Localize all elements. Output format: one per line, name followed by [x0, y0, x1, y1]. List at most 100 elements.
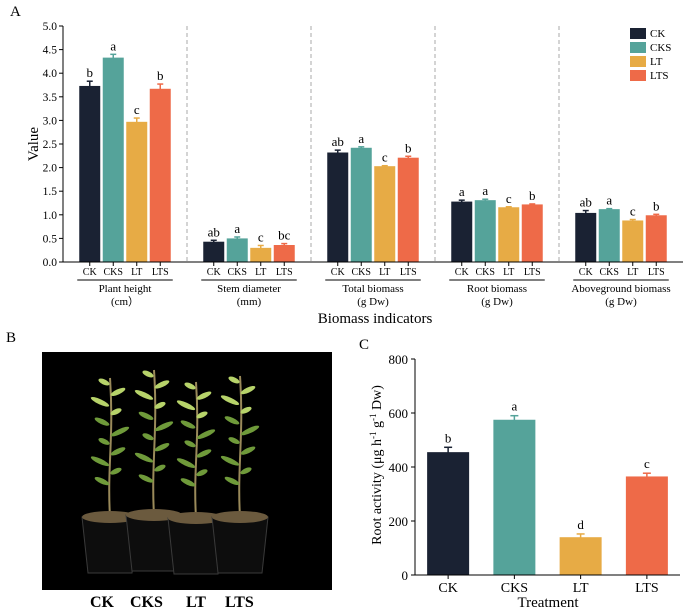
chart-a-dividers — [186, 26, 560, 262]
significance-letter: a — [110, 38, 116, 53]
significance-letter: c — [506, 191, 512, 206]
legend-label-lts: LTS — [650, 70, 669, 82]
group-label-unit: (cm） — [111, 295, 139, 308]
y-tick-label: 200 — [389, 514, 409, 529]
significance-letter: c — [630, 204, 636, 219]
plant-leaf — [110, 426, 130, 437]
y-tick-label: 2.5 — [43, 139, 58, 151]
photo-label-cks: CKS — [130, 594, 163, 611]
plant-leaf — [240, 406, 252, 414]
y-tick-label: 3.0 — [43, 115, 58, 127]
x-tick-label: CKS — [476, 267, 495, 278]
plant-leaf — [184, 440, 196, 448]
plant-leaf — [220, 395, 240, 406]
y-tick-label: 2.0 — [43, 163, 58, 175]
bar-lt — [622, 220, 644, 262]
x-tick-label: LT — [379, 267, 390, 278]
significance-letter: c — [382, 150, 388, 165]
significance-letter: b — [653, 198, 660, 213]
bar-cks — [350, 147, 372, 262]
photo-label-lts: LTS — [225, 594, 254, 611]
bar-lt — [250, 247, 272, 262]
group-label: Root biomass — [467, 283, 527, 295]
plant-leaf — [176, 400, 196, 411]
plant-leaf — [154, 401, 166, 409]
significance-letter: a — [358, 131, 364, 146]
significance-letter: a — [234, 221, 240, 236]
bar-ck — [575, 212, 597, 262]
x-tick-label: LTS — [635, 581, 659, 596]
plant-leaf — [224, 476, 240, 486]
bar-cks — [598, 209, 620, 262]
plant-leaf — [94, 417, 110, 426]
plant-leaf — [142, 370, 154, 378]
bar-lts — [521, 204, 543, 262]
significance-letter: b — [529, 188, 536, 203]
plant-leaf — [98, 378, 110, 386]
x-tick-label: CK — [455, 267, 470, 278]
y-tick-label: 600 — [389, 406, 409, 421]
bar-lt — [374, 166, 396, 262]
x-tick-label: CK — [331, 267, 346, 278]
significance-letter: bc — [278, 228, 291, 243]
group-label: Stem diameter — [217, 283, 281, 295]
plant-leaf — [228, 437, 240, 445]
chart-a-legend: CK CKS LT LTS — [630, 28, 671, 82]
group-label-unit: (g Dw) — [605, 296, 637, 308]
y-tick-label: 0.5 — [43, 233, 58, 245]
x-tick-label: CK — [579, 267, 594, 278]
x-tick-label: CK — [83, 267, 98, 278]
plant-leaf — [240, 385, 256, 395]
significance-letter: b — [157, 68, 164, 83]
y-tick-label: 400 — [389, 460, 409, 475]
significance-letter: ab — [332, 134, 344, 149]
plant-leaf — [154, 421, 174, 432]
x-tick-label: CKS — [501, 581, 528, 596]
plant-leaf — [138, 411, 154, 420]
significance-letter: a — [482, 183, 488, 198]
plant-stem — [194, 381, 199, 519]
plant-leaf — [240, 446, 256, 455]
photo-label-lt: LT — [186, 594, 206, 611]
significance-letter: b — [405, 140, 412, 155]
significance-letter: c — [644, 456, 650, 471]
significance-letter: a — [459, 184, 465, 199]
x-tick-label: LT — [131, 267, 142, 278]
significance-letter: b — [445, 430, 452, 445]
pot-soil — [82, 511, 138, 523]
bar-lts — [645, 215, 667, 262]
bar-lts — [397, 157, 419, 262]
significance-letter: b — [87, 65, 94, 80]
bar-cks — [102, 57, 124, 263]
plant-leaf — [180, 478, 196, 487]
y-tick-label: 4.5 — [43, 45, 58, 57]
y-tick-label: 800 — [389, 352, 409, 367]
y-tick-label: 3.5 — [43, 92, 58, 104]
x-tick-label: LTS — [400, 267, 417, 278]
group-label-unit: (g Dw) — [357, 296, 389, 308]
x-tick-label: LT — [627, 267, 638, 278]
x-tick-label: LT — [573, 581, 589, 596]
bar-lts — [273, 245, 295, 262]
x-tick-label: LT — [503, 267, 514, 278]
x-tick-label: CKS — [600, 267, 619, 278]
bar-cks — [493, 419, 536, 575]
plant-leaf — [94, 476, 110, 486]
chart-c-bars: b a d c — [427, 399, 668, 575]
plant-leaf — [196, 411, 208, 419]
legend-swatch-ck — [630, 28, 646, 39]
y-tick-label: 0.0 — [43, 257, 58, 269]
x-tick-label: LTS — [648, 267, 665, 278]
photo-label-ck: CK — [90, 594, 114, 611]
y-tick-label: 1.5 — [43, 186, 58, 198]
plant-leaf — [196, 391, 212, 400]
plant-leaf — [196, 449, 212, 458]
plant-leaf — [98, 437, 110, 445]
legend-swatch-lts — [630, 70, 646, 81]
bar-ck — [327, 152, 349, 262]
legend-swatch-lt — [630, 56, 646, 67]
bar-ck — [203, 241, 225, 262]
bar-lts — [149, 88, 171, 262]
bar-ck — [79, 85, 101, 262]
x-tick-label: LTS — [152, 267, 169, 278]
